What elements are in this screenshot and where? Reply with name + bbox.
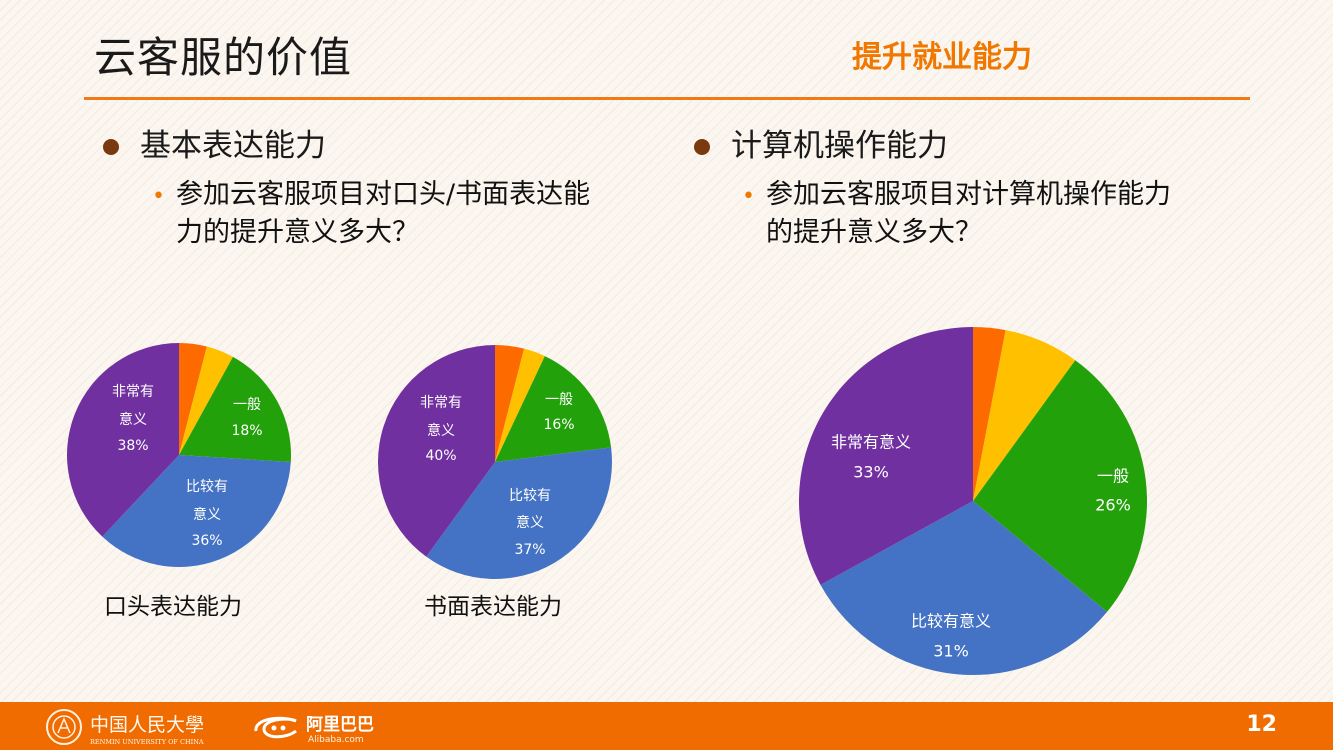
right-question: • 参加云客服项目对计算机操作能力 的提升意义多大？ [742, 176, 1171, 252]
chart2-slice-3-percent: 16% [543, 417, 574, 433]
chart3-slice-3-label: 一般 [1097, 467, 1129, 486]
chart1-slice-3-label: 一般 [233, 397, 261, 413]
left-heading: 基本表达能力 [140, 128, 326, 164]
chart3-slice-4-label: 比较有意义 [911, 612, 991, 631]
chart3-slice-5 [799, 327, 973, 585]
chart1-slice-5-label: 非常有 [112, 384, 154, 400]
right-question-line1: 参加云客服项目对计算机操作能力 [766, 179, 1171, 210]
chart1-slice-3 [179, 356, 291, 463]
left-heading-bullet: 基本表达能力 [103, 126, 326, 166]
page-number: 12 [1246, 712, 1277, 737]
chart1-slice-4-label: 意义 [193, 506, 221, 523]
right-heading-bullet: 计算机操作能力 [694, 126, 948, 166]
chart2-slice-4 [426, 447, 612, 579]
chart2-slice-1 [495, 345, 525, 462]
chart1-slice-5-label: 意义 [119, 411, 147, 428]
sub-bullet-icon: • [742, 184, 755, 209]
chart1-slice-4 [102, 455, 291, 568]
chart1-slice-5-percent: 38% [117, 438, 148, 454]
bullet-dot-icon [694, 139, 710, 155]
alibaba-logo-en-text: Alibaba.com [308, 735, 364, 745]
chart3-slice-4-percent: 31% [933, 642, 969, 661]
renmin-university-logo: 中国人民大學 RENMIN UNIVERSITY OF CHINA [46, 709, 204, 746]
chart2-slice-2 [495, 348, 545, 462]
chart2-slice-5-label: 意义 [427, 422, 455, 439]
sub-bullet-icon: • [152, 184, 165, 209]
alibaba-logo: 阿里巴巴 Alibaba.com [254, 715, 374, 745]
alibaba-logo-text: 阿里巴巴 [306, 715, 374, 735]
chart3-slice-3 [973, 360, 1147, 612]
chart1-slice-3-percent: 18% [231, 423, 262, 439]
chart2-slice-5-label: 非常有 [420, 395, 462, 411]
chart2-slice-3-label: 一般 [545, 392, 573, 408]
chart1-slice-2 [179, 346, 233, 455]
pie-charts-canvas: 一般18%比较有意义36%非常有意义38%一般16%比较有意义37%非常有意义4… [67, 327, 1147, 676]
slide-title: 云客服的价值 [94, 33, 353, 82]
left-question-line1: 参加云客服项目对口头/书面表达能 [176, 179, 591, 210]
left-question: • 参加云客服项目对口头/书面表达能 力的提升意义多大？ [152, 176, 591, 252]
title-divider [84, 97, 1250, 100]
chart2-slice-4-label: 意义 [516, 514, 544, 531]
chart3-slice-5-percent: 33% [853, 463, 889, 482]
left-question-line2: 力的提升意义多大？ [176, 217, 419, 248]
university-logo-text: 中国人民大學 [90, 714, 204, 736]
chart1-slice-5 [67, 343, 179, 537]
bullet-dot-icon [103, 139, 119, 155]
right-question-line2: 的提升意义多大？ [766, 217, 982, 248]
chart1-slice-4-percent: 36% [191, 533, 222, 549]
chart2-slice-4-label: 比较有 [509, 488, 551, 504]
chart2-slice-5-percent: 40% [425, 448, 456, 464]
chart1-caption: 口头表达能力 [104, 594, 242, 620]
chart3-slice-1 [973, 327, 1006, 501]
chart2-slice-5 [378, 345, 495, 557]
chart2-caption: 书面表达能力 [424, 594, 562, 620]
chart2-slice-4-percent: 37% [514, 542, 545, 558]
chart3-slice-5-label: 非常有意义 [831, 433, 911, 452]
chart2-slice-3 [495, 356, 612, 462]
chart1-slice-1 [179, 343, 207, 455]
chart3-slice-2 [973, 330, 1076, 501]
chart1-slice-4-label: 比较有 [186, 479, 228, 495]
right-heading: 计算机操作能力 [731, 128, 948, 164]
chart3-slice-4 [820, 501, 1108, 676]
footer-bar: 中国人民大學 RENMIN UNIVERSITY OF CHINA 阿里巴巴 A… [0, 702, 1333, 750]
university-logo-en-text: RENMIN UNIVERSITY OF CHINA [90, 738, 204, 746]
slide-subtitle: 提升就业能力 [852, 40, 1032, 75]
chart3-slice-3-percent: 26% [1095, 496, 1131, 515]
